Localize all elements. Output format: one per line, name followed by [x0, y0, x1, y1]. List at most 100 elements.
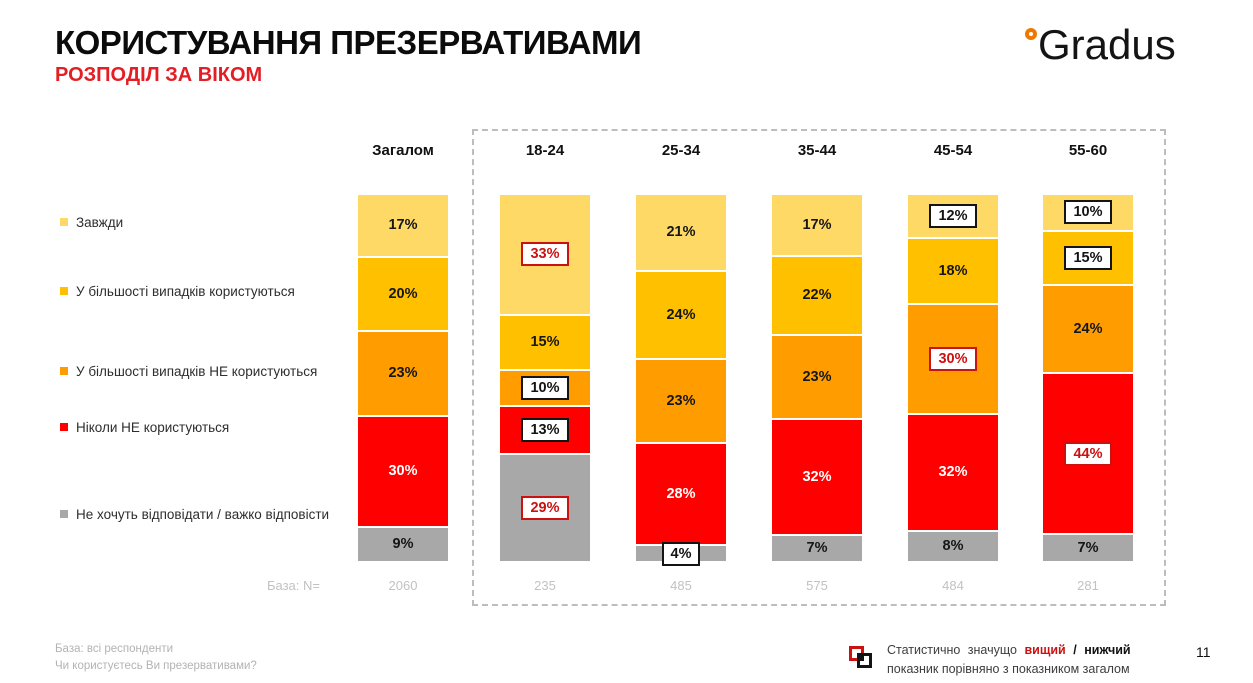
bar-segment: 44% [1043, 374, 1133, 536]
segment-value-label: 24% [666, 306, 696, 323]
page-subtitle: РОЗПОДІЛ ЗА ВІКОМ [55, 64, 263, 86]
bar-segment: 28% [636, 443, 726, 547]
legend-swatch-icon [60, 287, 68, 295]
bar-segment: 21% [636, 195, 726, 272]
logo-text: Gradus [1038, 21, 1176, 68]
bar-segment: 10% [500, 370, 590, 408]
bar-segment: 7% [1043, 535, 1133, 561]
column-header: 55-60 [1068, 142, 1108, 159]
bar-segment: 24% [636, 271, 726, 360]
gradus-logo: Gradus [1025, 24, 1176, 66]
legend-item: Завжди [60, 213, 340, 233]
base-count: 484 [942, 578, 964, 593]
segment-value-label: 10% [1064, 200, 1112, 225]
legend-swatch-icon [60, 367, 68, 375]
segment-value-label: 21% [666, 224, 696, 241]
legend-item: У більшості випадків користуються [60, 282, 340, 302]
segment-value-label: 23% [388, 365, 418, 382]
bar-segment: 10% [1043, 195, 1133, 232]
legend-swatch-icon [60, 218, 68, 226]
column-header: Загалом [372, 142, 434, 159]
bar-stack: 33% 15% 10% 13% 29% [500, 195, 590, 561]
bar-segment: 30% [358, 416, 448, 528]
segment-value-label: 24% [1073, 321, 1103, 338]
page-title: КОРИСТУВАННЯ ПРЕЗЕРВАТИВАМИ [55, 24, 642, 61]
legend-item: У більшості випадків НЕ користуються [60, 362, 340, 382]
bar-segment: 17% [772, 195, 862, 257]
segment-value-label: 22% [802, 287, 832, 304]
bar-segment: 4% [636, 541, 726, 566]
note-higher: вищий [1024, 643, 1066, 657]
bar-segment: 18% [908, 238, 998, 305]
logo-degree-icon [1025, 28, 1037, 40]
segment-value-label: 44% [1064, 441, 1112, 466]
bar-segment: 12% [908, 195, 998, 239]
base-count: 575 [806, 578, 828, 593]
bar-segment: 9% [358, 527, 448, 561]
legend-label: Ніколи НЕ користуються [76, 420, 230, 435]
bar-segment: 29% [500, 454, 590, 561]
legend-swatch-icon [60, 510, 68, 518]
footnote-line2: Чи користуєтесь Ви презервативами? [55, 660, 257, 673]
base-count: 281 [1077, 578, 1099, 593]
legend-item: Не хочуть відповідати / важко відповісти [60, 505, 340, 525]
bar-stack: 10% 15% 24% 44% 7% [1043, 195, 1133, 561]
segment-value-label: 30% [388, 463, 418, 480]
note-lower: нижчий [1084, 643, 1131, 657]
age-groups-outline [472, 129, 1166, 606]
column-header: 45-54 [933, 142, 973, 159]
segment-value-label: 15% [530, 334, 560, 351]
significance-note: Статистично значущо вищий / нижчий показ… [887, 641, 1152, 679]
segment-value-label: 30% [929, 346, 977, 371]
segment-value-label: 23% [666, 392, 696, 409]
footnote: База: всі респонденти Чи користуєтесь Ви… [55, 641, 257, 676]
note-prefix: Статистично значущо [887, 643, 1017, 657]
significance-note-line1: Статистично значущо вищий / нижчий [887, 641, 1152, 660]
segment-value-label: 20% [388, 285, 418, 302]
bar-stack: 17% 22% 23% 32% 7% [772, 195, 862, 561]
segment-value-label: 32% [802, 468, 832, 485]
column-header: 25-34 [661, 142, 701, 159]
segment-value-label: 18% [938, 262, 968, 279]
bar-segment: 15% [1043, 231, 1133, 287]
bar-segment: 22% [772, 256, 862, 337]
base-count: 2060 [388, 578, 418, 593]
legend-label: У більшості випадків НЕ користуються [76, 364, 318, 379]
note-slash: / [1073, 643, 1077, 657]
bar-segment: 7% [772, 535, 862, 561]
bar-segment: 15% [500, 315, 590, 371]
segment-value-label: 29% [521, 495, 569, 520]
segment-value-label: 7% [1077, 540, 1099, 557]
segment-value-label: 4% [661, 541, 701, 566]
bar-stack: 17% 20% 23% 30% 9% [358, 195, 448, 561]
segment-value-label: 9% [392, 536, 414, 553]
bar-segment: 23% [772, 336, 862, 420]
segment-value-label: 7% [806, 540, 828, 557]
page-number: 11 [1196, 644, 1211, 660]
segment-value-label: 10% [521, 375, 569, 401]
bar-segment: 13% [500, 407, 590, 455]
legend-label: Не хочуть відповідати / важко відповісти [76, 507, 330, 522]
legend-swatch-icon [60, 423, 68, 431]
bar-segment: 17% [358, 195, 448, 258]
segment-value-label: 32% [938, 464, 968, 481]
segment-value-label: 15% [1064, 245, 1112, 271]
base-count: 485 [670, 578, 692, 593]
bar-segment: 30% [908, 304, 998, 415]
segment-value-label: 17% [388, 217, 418, 234]
bar-segment: 23% [358, 331, 448, 417]
column-header: 18-24 [525, 142, 565, 159]
legend-label: У більшості випадків користуються [76, 284, 295, 299]
segment-value-label: 17% [802, 216, 832, 233]
significance-icon [849, 646, 877, 672]
segment-value-label: 33% [521, 242, 569, 267]
bar-segment: 32% [772, 419, 862, 536]
bar-segment: 32% [908, 414, 998, 532]
segment-value-label: 23% [802, 368, 832, 385]
segment-value-label: 28% [666, 486, 696, 503]
legend-label: Завжди [76, 215, 124, 230]
bar-stack: 21% 24% 23% 28% 4% [636, 195, 726, 566]
bar-segment: 33% [500, 195, 590, 316]
base-label: База: N= [266, 578, 320, 593]
bar-segment: 24% [1043, 286, 1133, 375]
